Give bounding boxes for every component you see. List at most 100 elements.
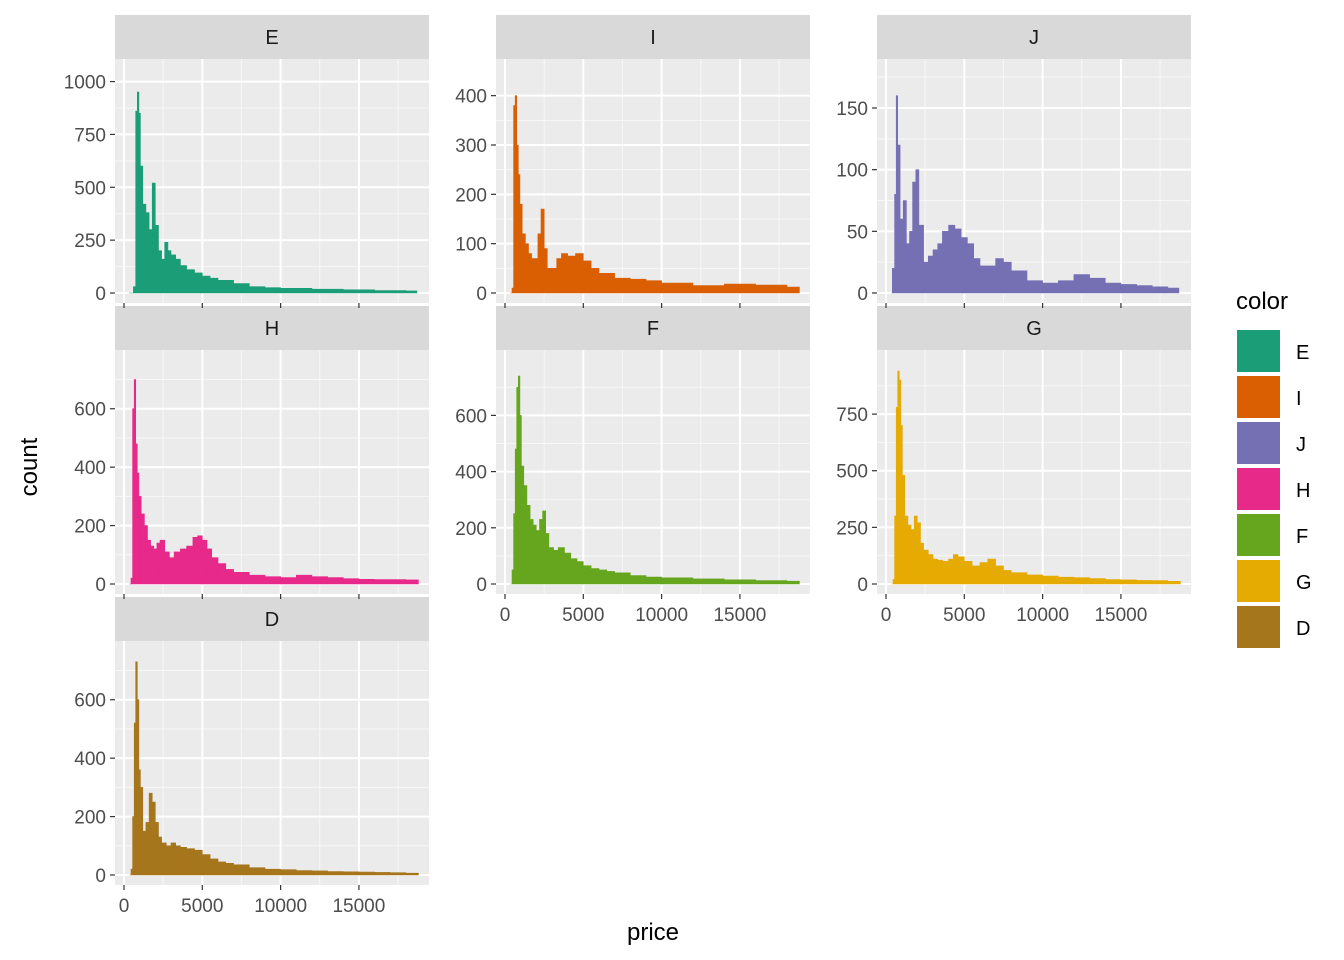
- legend-label: G: [1296, 572, 1312, 594]
- y-axis-title: count: [16, 437, 43, 496]
- y-tick-label: 400: [74, 749, 106, 770]
- x-tick-label: 15000: [332, 896, 385, 917]
- x-tick-label: 10000: [635, 605, 688, 626]
- y-tick-label: 0: [476, 575, 487, 596]
- facet-panel-J: J 0 50 100 150: [836, 15, 1191, 305]
- histogram-bars-F: [510, 375, 800, 585]
- histogram-bars-J: [891, 95, 1180, 294]
- legend-label: D: [1296, 618, 1310, 640]
- legend-key: [1237, 422, 1280, 464]
- facet-panel-H: H 0 200 400 600: [74, 306, 429, 596]
- facet-strip-label: G: [1026, 318, 1042, 340]
- facet-panel-I: I 0 100 200 300 400: [455, 15, 810, 305]
- y-tick-label: 0: [95, 575, 106, 596]
- y-tick-label: 150: [836, 99, 868, 120]
- legend-key: [1237, 376, 1280, 418]
- facet-strip-label: F: [647, 318, 659, 340]
- x-tick-label: 5000: [562, 605, 604, 626]
- legend-item-D: D: [1237, 606, 1310, 648]
- x-tick-label: 15000: [713, 605, 766, 626]
- facet-strip: [496, 15, 810, 59]
- legend-key: [1237, 330, 1280, 372]
- x-tick-label: 10000: [254, 896, 307, 917]
- histogram-bars-H: [129, 379, 419, 585]
- y-tick-label: 100: [455, 235, 487, 256]
- y-tick-label: 200: [74, 808, 106, 829]
- legend-item-J: J: [1237, 422, 1306, 464]
- legend: color E I J H F G D: [1236, 288, 1312, 648]
- facet-panel-E: E 0 250 500 750 1000: [64, 15, 429, 305]
- y-tick-label: 250: [836, 518, 868, 539]
- histogram-bars-G: [891, 370, 1181, 585]
- y-tick-label: 200: [74, 517, 106, 538]
- legend-label: J: [1296, 434, 1306, 456]
- facet-strip: [496, 306, 810, 350]
- y-tick-label: 300: [455, 136, 487, 157]
- y-tick-label: 600: [74, 400, 106, 421]
- legend-label: I: [1296, 388, 1302, 410]
- facet-panel-D: D 0 200 400 600: [74, 597, 429, 887]
- y-tick-label: 0: [857, 284, 868, 305]
- y-tick-label: 0: [95, 284, 106, 305]
- x-tick-label: 0: [500, 605, 511, 626]
- facet-strip-label: D: [265, 609, 279, 631]
- panel-background: [877, 350, 1191, 594]
- facet-strip-label: E: [265, 27, 278, 49]
- facet-strip: [115, 597, 429, 641]
- y-tick-label: 750: [836, 405, 868, 426]
- histogram-bars-D: [129, 661, 419, 876]
- legend-label: E: [1296, 342, 1309, 364]
- legend-key: [1237, 560, 1280, 602]
- legend-key: [1237, 468, 1280, 510]
- panel-background: [496, 59, 810, 303]
- histogram-bars-E: [129, 91, 418, 294]
- x-tick-label: 15000: [1094, 605, 1147, 626]
- legend-item-G: G: [1237, 560, 1312, 602]
- legend-label: H: [1296, 480, 1310, 502]
- facet-strip: [877, 15, 1191, 59]
- x-tick-label: 5000: [943, 605, 985, 626]
- y-tick-label: 750: [74, 125, 106, 146]
- x-axis-title: price: [627, 919, 679, 946]
- facet-panels: E 0 250 500 750 1000 I 0 100 200 300 400 J 0 50 100 150 H…: [64, 15, 1191, 887]
- y-tick-label: 50: [847, 222, 868, 243]
- y-tick-label: 600: [74, 691, 106, 712]
- y-tick-label: 0: [857, 575, 868, 596]
- y-tick-label: 200: [455, 185, 487, 206]
- y-tick-label: 250: [74, 231, 106, 252]
- y-tick-label: 1000: [64, 73, 106, 94]
- x-tick-label: 0: [881, 605, 892, 626]
- y-tick-label: 500: [836, 462, 868, 483]
- facet-strip: [877, 306, 1191, 350]
- y-tick-label: 0: [95, 866, 106, 887]
- legend-title: color: [1236, 288, 1288, 315]
- y-tick-label: 100: [836, 161, 868, 182]
- x-tick-label: 0: [119, 896, 130, 917]
- y-tick-label: 600: [455, 406, 487, 427]
- legend-key: [1237, 606, 1280, 648]
- legend-key: [1237, 514, 1280, 556]
- histogram-bars-I: [510, 95, 800, 294]
- x-tick-label: 10000: [1016, 605, 1069, 626]
- legend-item-I: I: [1237, 376, 1302, 418]
- facet-strip-label: H: [265, 318, 279, 340]
- y-tick-label: 400: [455, 87, 487, 108]
- y-tick-label: 200: [455, 519, 487, 540]
- y-tick-label: 400: [455, 463, 487, 484]
- y-tick-label: 400: [74, 458, 106, 479]
- facet-panel-G: G 0 250 500 750: [836, 306, 1191, 596]
- facet-strip-label: I: [650, 27, 656, 49]
- legend-item-E: E: [1237, 330, 1309, 372]
- y-tick-label: 0: [476, 284, 487, 305]
- panel-background: [115, 641, 429, 885]
- legend-item-F: F: [1237, 514, 1308, 556]
- x-tick-label: 5000: [181, 896, 223, 917]
- y-tick-label: 500: [74, 178, 106, 199]
- facet-strip-label: J: [1029, 27, 1039, 49]
- legend-label: F: [1296, 526, 1308, 548]
- facet-strip: [115, 15, 429, 59]
- facet-panel-F: F 0 200 400 600: [455, 306, 810, 596]
